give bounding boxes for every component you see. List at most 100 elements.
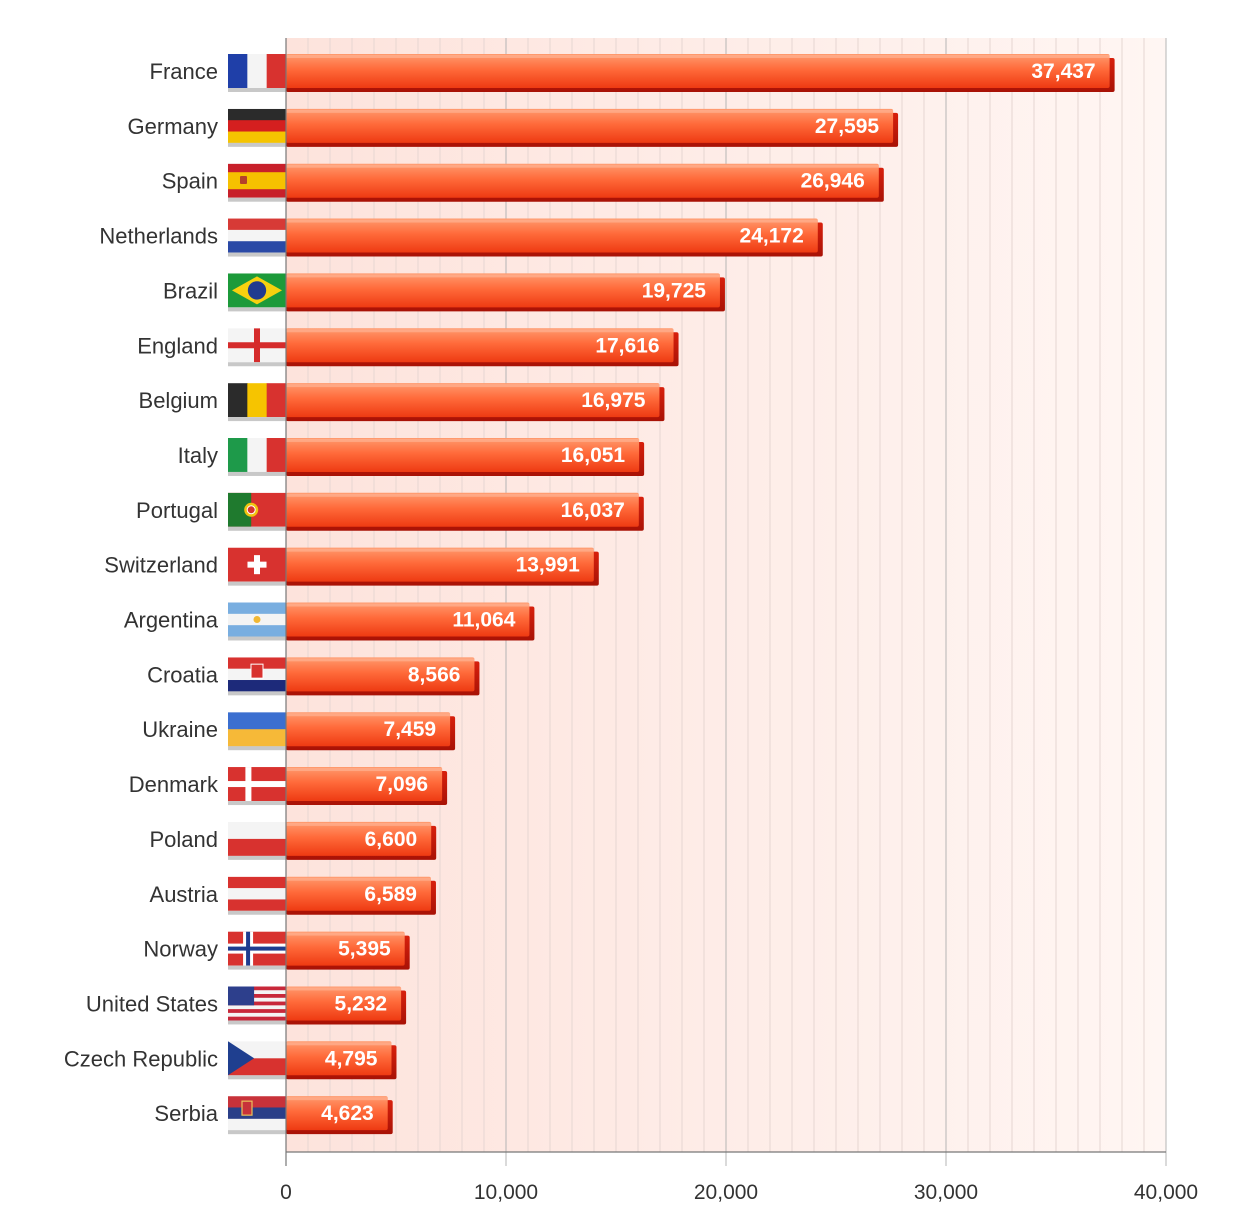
category-labels: France Germany Spain Netherlands Brazil Engla… [64, 59, 219, 1126]
bar [286, 218, 818, 253]
bar-group: 13,991 [286, 547, 599, 586]
bar-value-label: 7,459 [384, 718, 437, 741]
bar-value-label: 16,037 [561, 499, 625, 522]
bar [286, 657, 475, 692]
bar-group: 8,566 [286, 657, 480, 696]
bar-value-label: 7,096 [376, 773, 429, 796]
bar-highlight [286, 822, 432, 826]
bar-highlight [286, 658, 475, 662]
bar-value-label: 8,566 [408, 663, 461, 686]
category-label: Poland [149, 827, 218, 852]
bar-highlight [286, 713, 451, 717]
category-label: France [150, 59, 218, 84]
bar [286, 437, 640, 472]
bar-highlight [286, 438, 640, 442]
england-flag [228, 328, 286, 363]
italy-flag [228, 437, 286, 472]
denmark-flag [228, 767, 286, 802]
bar-group: 16,975 [286, 383, 665, 422]
bar-value-label: 16,975 [581, 389, 646, 412]
category-label: Spain [162, 169, 218, 194]
flag-shadow [228, 801, 286, 806]
flag-shadow [228, 471, 286, 476]
category-label: Czech Republic [64, 1046, 218, 1071]
category-label: Belgium [139, 388, 218, 413]
flag-shadow [228, 636, 286, 641]
category-label: Portugal [136, 498, 218, 523]
category-label: Croatia [147, 662, 219, 687]
argentina-flag [228, 602, 286, 637]
flag-shadow [228, 197, 286, 202]
bar [286, 492, 639, 527]
croatia-flag [228, 657, 286, 692]
bar-value-label: 5,395 [338, 938, 391, 961]
category-label: Switzerland [104, 553, 218, 578]
bar-value-label: 37,437 [1031, 60, 1095, 83]
bar-highlight [286, 219, 818, 223]
flag-shadow [228, 855, 286, 860]
flag-shadow [228, 581, 286, 586]
bar-group: 7,096 [286, 767, 448, 806]
flag-shadow [228, 307, 286, 312]
bar-group: 17,616 [286, 328, 679, 367]
bar-group: 16,037 [286, 492, 644, 531]
bar [286, 1041, 392, 1076]
bar-highlight [286, 329, 674, 333]
bar-highlight [286, 109, 894, 113]
austria-flag [228, 876, 286, 911]
bars: 37,437 27,595 26,946 24,172 19,725 17,616 16,9… [286, 54, 1115, 1135]
bar-group: 5,395 [286, 931, 410, 970]
bar-highlight [286, 1042, 392, 1046]
x-tick-label: 30,000 [914, 1181, 978, 1204]
bar-value-label: 27,595 [815, 115, 880, 138]
bar-value-label: 4,623 [321, 1102, 374, 1125]
category-label: Austria [150, 882, 219, 907]
netherlands-flag [228, 218, 286, 253]
bar-group: 24,172 [286, 218, 823, 257]
bar [286, 602, 530, 637]
flag-shadow [228, 526, 286, 531]
category-label: Argentina [124, 608, 219, 633]
bar-value-label: 24,172 [740, 225, 804, 248]
flag-shadow [228, 88, 286, 92]
bar-value-label: 16,051 [561, 444, 626, 467]
bar-group: 4,623 [286, 1096, 393, 1135]
bar [286, 163, 879, 198]
flag-shadow [228, 746, 286, 751]
bar [286, 328, 674, 363]
spain-flag [228, 163, 286, 198]
bar-highlight [286, 987, 402, 991]
bar [286, 54, 1110, 88]
portugal-flag [228, 492, 286, 527]
poland-flag [228, 821, 286, 856]
flag-shadow [228, 1130, 286, 1135]
bar [286, 876, 431, 911]
bar-highlight [286, 493, 639, 497]
bar-value-label: 13,991 [516, 554, 581, 577]
bar-group: 4,795 [286, 1041, 397, 1080]
flag-shadow [228, 1020, 286, 1025]
ukraine-flag [228, 712, 286, 747]
belgium-flag [228, 383, 286, 418]
x-tick-label: 40,000 [1134, 1181, 1198, 1204]
bar-value-label: 17,616 [595, 334, 659, 357]
bar-group: 37,437 [286, 54, 1115, 92]
bar-group: 6,589 [286, 876, 436, 915]
germany-flag [228, 108, 286, 143]
flag-shadow [228, 417, 286, 422]
bar [286, 108, 894, 143]
bar-group: 6,600 [286, 821, 437, 860]
category-label: England [137, 333, 218, 358]
flag-shadow [228, 965, 286, 970]
flag-shadow [228, 910, 286, 915]
category-label: Brazil [163, 278, 218, 303]
x-tick-label: 20,000 [694, 1181, 758, 1204]
bar [286, 821, 432, 856]
norway-flag [228, 931, 286, 966]
category-label: Serbia [154, 1101, 218, 1126]
bar-highlight [286, 877, 431, 881]
bar [286, 273, 720, 308]
bar-highlight [286, 1097, 388, 1101]
bar-group: 7,459 [286, 712, 456, 751]
